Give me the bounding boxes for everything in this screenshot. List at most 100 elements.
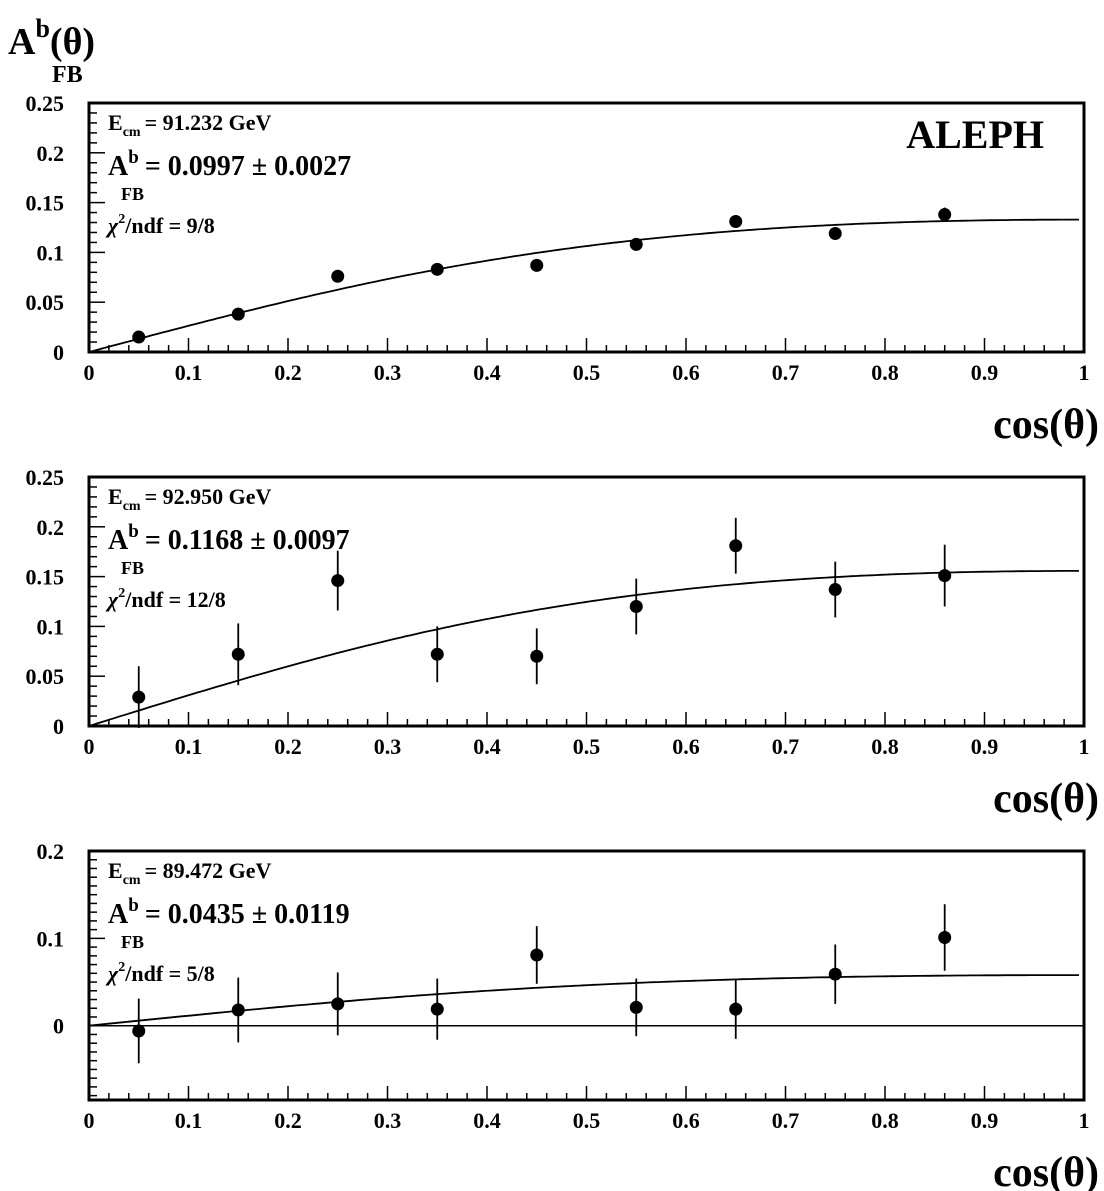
data-point xyxy=(430,1002,444,1016)
ecm-value: = 89.472 GeV xyxy=(145,858,272,883)
y-axis-title-main: A xyxy=(8,21,36,63)
chi2-label: χ2/ndf = 12/8 xyxy=(105,586,226,612)
fit-curve xyxy=(88,218,1079,353)
data-point xyxy=(132,1024,146,1038)
x-axis-title: cos(θ) xyxy=(993,776,1099,822)
y-tick-label: 0.1 xyxy=(37,240,65,265)
afb-label: Ab = 0.1168 ± 0.0097 xyxy=(108,521,350,556)
data-point xyxy=(331,269,345,283)
afb-subscript: FB xyxy=(121,558,144,578)
y-tick-label: 0.25 xyxy=(26,465,65,490)
y-tick-label: 0.15 xyxy=(26,191,65,216)
y-tick-label: 0.25 xyxy=(26,91,65,116)
chi-symbol: χ xyxy=(105,213,119,238)
data-point xyxy=(132,690,146,704)
ecm-subscript: cm xyxy=(123,499,141,514)
y-tick-label: 0.2 xyxy=(37,141,65,166)
afb-symbol: A xyxy=(108,525,129,556)
data-point xyxy=(938,569,952,583)
afb-label: Ab = 0.0997 ± 0.0027 xyxy=(108,147,351,182)
data-point xyxy=(530,258,544,272)
x-tick-label: 0.7 xyxy=(772,1108,800,1133)
x-tick-label: 0.9 xyxy=(971,1108,999,1133)
x-tick-label: 0.4 xyxy=(473,1108,501,1133)
data-point xyxy=(530,649,544,663)
x-axis-title: cos(θ) xyxy=(993,1150,1099,1191)
fit-curve xyxy=(88,974,1079,1027)
chi2-value: /ndf = 5/8 xyxy=(124,961,215,986)
chi2-value: /ndf = 12/8 xyxy=(124,587,226,612)
chi-symbol: χ xyxy=(105,961,119,986)
afb-superscript: b xyxy=(128,521,139,542)
chi2-label: χ2/ndf = 5/8 xyxy=(105,960,215,986)
afb-value: = 0.0997 ± 0.0027 xyxy=(145,151,351,182)
y-axis-title-paren: (θ) xyxy=(50,21,95,63)
ecm-value: = 92.950 GeV xyxy=(145,484,272,509)
afb-subscript: FB xyxy=(121,932,144,952)
y-tick-label: 0 xyxy=(53,1014,64,1039)
x-tick-label: 0.3 xyxy=(374,1108,402,1133)
fit-curve xyxy=(88,570,1079,727)
chi2-exponent: 2 xyxy=(118,586,125,601)
y-axis-title: Ab(θ) xyxy=(8,14,95,63)
y-tick-label: 0.1 xyxy=(37,614,65,639)
x-tick-label: 0.6 xyxy=(672,734,700,759)
data-point xyxy=(938,930,952,944)
data-point xyxy=(629,599,643,613)
y-tick-label: 0.15 xyxy=(26,565,65,590)
afb-label: Ab = 0.0435 ± 0.0119 xyxy=(108,895,350,930)
data-point xyxy=(729,539,743,553)
x-tick-label: 0.5 xyxy=(573,360,601,385)
ecm-label: Ecm = 92.950 GeV xyxy=(108,484,271,514)
x-tick-label: 0.9 xyxy=(971,734,999,759)
x-tick-label: 0.7 xyxy=(772,360,800,385)
x-tick-label: 1 xyxy=(1079,734,1090,759)
x-tick-label: 0.8 xyxy=(871,360,899,385)
x-tick-label: 0 xyxy=(84,360,95,385)
data-point xyxy=(530,948,544,962)
ecm-symbol: E xyxy=(108,484,123,509)
ecm-label: Ecm = 91.232 GeV xyxy=(108,110,271,140)
panels: 0 0.1 0.2 0.3 0.4 0.5 0.6 0.7 0.8 0.9 1 0 0.05 0.1 0.1… xyxy=(26,91,1100,1191)
x-tick-label: 0.1 xyxy=(175,734,203,759)
x-tick-label: 0.9 xyxy=(971,360,999,385)
afb-superscript: b xyxy=(128,147,139,168)
y-axis-title-sup: b xyxy=(35,14,49,43)
chi2-exponent: 2 xyxy=(118,960,125,975)
data-point xyxy=(729,1002,743,1016)
x-tick-label: 0.2 xyxy=(274,1108,302,1133)
data-point xyxy=(629,1000,643,1014)
x-axis-title: cos(θ) xyxy=(993,402,1099,448)
chi2-exponent: 2 xyxy=(118,212,125,227)
afb-symbol: A xyxy=(108,151,129,182)
x-tick-label: 1 xyxy=(1079,360,1090,385)
x-tick-label: 0.4 xyxy=(473,360,501,385)
y-tick-label: 0.05 xyxy=(26,290,65,315)
afb-subscript: FB xyxy=(121,184,144,204)
x-tick-label: 0.2 xyxy=(274,734,302,759)
x-tick-label: 0.2 xyxy=(274,360,302,385)
chi-symbol: χ xyxy=(105,587,119,612)
ecm-value: = 91.232 GeV xyxy=(145,110,272,135)
x-tick-label: 0.6 xyxy=(672,360,700,385)
afb-symbol: A xyxy=(108,899,129,930)
afb-superscript: b xyxy=(128,895,139,916)
experiment-label: ALEPH xyxy=(906,112,1044,157)
afb-value: = 0.1168 ± 0.0097 xyxy=(145,525,350,556)
data-point xyxy=(231,647,245,661)
x-tick-label: 0.4 xyxy=(473,734,501,759)
ecm-subscript: cm xyxy=(123,873,141,888)
data-point xyxy=(828,583,842,597)
x-tick-label: 0.8 xyxy=(871,1108,899,1133)
chart-panel-3: 0 0.1 0.2 0.3 0.4 0.5 0.6 0.7 0.8 0.9 1 0 0.1 0.2 cos(… xyxy=(37,839,1100,1191)
y-tick-label: 0.1 xyxy=(37,926,65,951)
y-tick-label: 0.2 xyxy=(37,839,65,864)
data-point xyxy=(828,226,842,240)
data-point xyxy=(938,208,952,222)
chart-panel-1: 0 0.1 0.2 0.3 0.4 0.5 0.6 0.7 0.8 0.9 1 0 0.05 0.1 0.1… xyxy=(26,91,1100,448)
chart-panel-2: 0 0.1 0.2 0.3 0.4 0.5 0.6 0.7 0.8 0.9 1 0 0.05 0.1 0.1… xyxy=(26,465,1100,822)
data-point xyxy=(729,215,743,229)
